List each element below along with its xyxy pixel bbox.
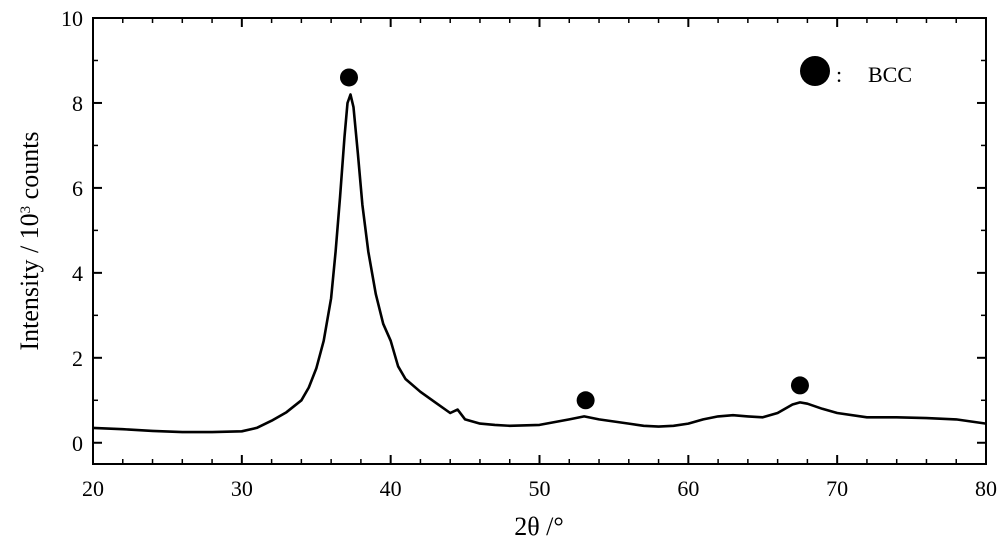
y-tick-label: 8 (72, 91, 83, 116)
legend-marker (800, 56, 830, 86)
markers (339, 68, 809, 410)
legend: : BCC (800, 56, 912, 87)
x-tick-label: 60 (677, 476, 699, 501)
x-tick-label: 20 (82, 476, 104, 501)
x-tick-label: 30 (231, 476, 253, 501)
series-line (92, 93, 987, 434)
y-axis-label: Intensity / 103 counts (15, 131, 44, 350)
bcc-peak-marker (576, 391, 595, 410)
legend-label: BCC (868, 62, 912, 87)
y-tick-label: 2 (72, 346, 83, 371)
y-axis-label-tail: counts (15, 131, 44, 205)
y-axis-label-main: Intensity / 10 (15, 213, 44, 350)
y-tick-label: 0 (72, 431, 83, 456)
x-tick-label: 50 (529, 476, 551, 501)
bcc-peak-marker (790, 376, 809, 395)
y-ticks: 0 2 4 6 8 10 (61, 6, 986, 456)
y-tick-label: 4 (72, 261, 83, 286)
y-tick-label: 6 (72, 176, 83, 201)
x-ticks: 20 30 40 50 60 70 80 (82, 18, 997, 501)
y-axis-label-sup: 3 (18, 206, 34, 214)
x-axis-label: 2θ /° (514, 512, 564, 541)
y-tick-label: 10 (61, 6, 83, 31)
plot-frame (92, 17, 987, 465)
x-tick-label: 40 (380, 476, 402, 501)
legend-separator: : (836, 62, 842, 87)
x-tick-label: 80 (975, 476, 997, 501)
bcc-peak-marker (339, 68, 358, 87)
x-tick-label: 70 (826, 476, 848, 501)
